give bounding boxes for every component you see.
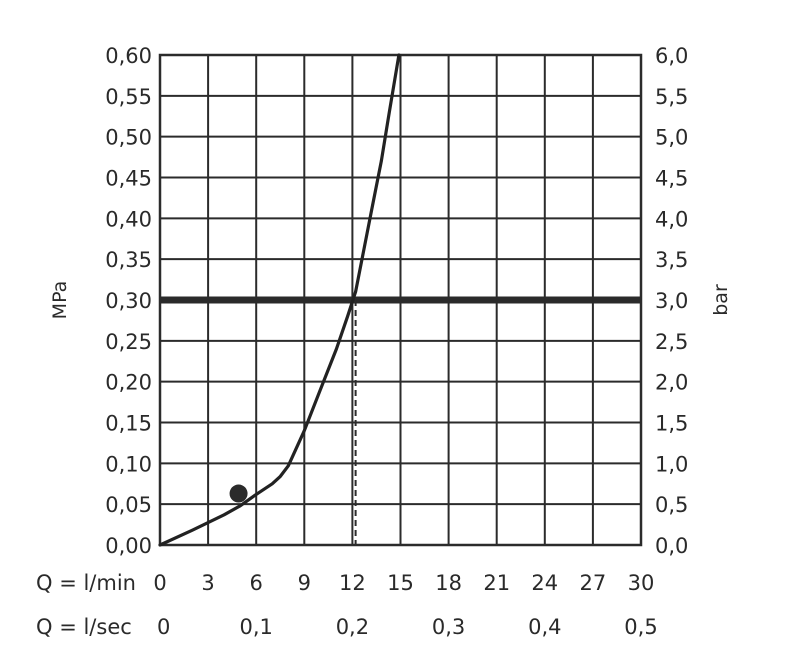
right-tick-label: 4,0 [655, 207, 688, 231]
x-tick-label-lmin: 3 [201, 571, 214, 595]
x-axis-row2-label: Q = l/sec [36, 615, 132, 639]
right-tick-label: 1,0 [655, 452, 688, 476]
right-axis-title: bar [710, 284, 732, 316]
operating-point-marker [229, 484, 248, 503]
label-layer: 0,000,050,100,150,200,250,300,350,400,45… [105, 44, 688, 639]
x-tick-label-lmin: 30 [628, 571, 655, 595]
right-tick-label: 2,0 [655, 371, 688, 395]
right-tick-label: 6,0 [655, 44, 688, 68]
x-tick-label-lmin: 18 [435, 571, 462, 595]
x-tick-label-lmin: 15 [387, 571, 414, 595]
x-tick-label-lmin: 24 [531, 571, 558, 595]
right-tick-label: 4,5 [655, 167, 688, 191]
x-tick-label-lmin: 9 [298, 571, 311, 595]
series-line [158, 53, 401, 547]
x-tick-label-lmin: 21 [483, 571, 510, 595]
left-tick-label: 0,45 [105, 167, 152, 191]
x-tick-label-lmin: 0 [153, 571, 166, 595]
left-axis-title: MPa [49, 281, 71, 320]
right-tick-label: 3,5 [655, 248, 688, 272]
right-tick-label: 0,0 [655, 534, 688, 558]
right-tick-label: 3,0 [655, 289, 688, 313]
left-tick-label: 0,20 [105, 371, 152, 395]
x-tick-label-lsec: 0,3 [432, 615, 465, 639]
left-tick-label: 0,35 [105, 248, 152, 272]
right-tick-label: 0,5 [655, 493, 688, 517]
left-tick-label: 0,30 [105, 289, 152, 313]
left-tick-label: 0,60 [105, 44, 152, 68]
left-tick-label: 0,55 [105, 85, 152, 109]
x-tick-label-lmin: 27 [580, 571, 607, 595]
left-tick-label: 0,05 [105, 493, 152, 517]
right-tick-label: 5,5 [655, 85, 688, 109]
left-tick-label: 0,50 [105, 126, 152, 150]
x-tick-label-lmin: 12 [339, 571, 366, 595]
right-tick-label: 1,5 [655, 412, 688, 436]
left-tick-label: 0,15 [105, 412, 152, 436]
x-axis-row1-label: Q = l/min [36, 571, 136, 595]
curve-layer [158, 53, 641, 547]
x-tick-label-lsec: 0,4 [528, 615, 561, 639]
x-tick-label-lsec: 0 [157, 615, 170, 639]
left-tick-label: 0,40 [105, 207, 152, 231]
x-tick-label-lsec: 0,1 [239, 615, 272, 639]
left-tick-label: 0,10 [105, 452, 152, 476]
right-tick-label: 5,0 [655, 126, 688, 150]
x-tick-label-lsec: 0,2 [336, 615, 369, 639]
x-tick-label-lsec: 0,5 [624, 615, 657, 639]
left-tick-label: 0,00 [105, 534, 152, 558]
x-tick-label-lmin: 6 [250, 571, 263, 595]
left-tick-label: 0,25 [105, 330, 152, 354]
right-tick-label: 2,5 [655, 330, 688, 354]
